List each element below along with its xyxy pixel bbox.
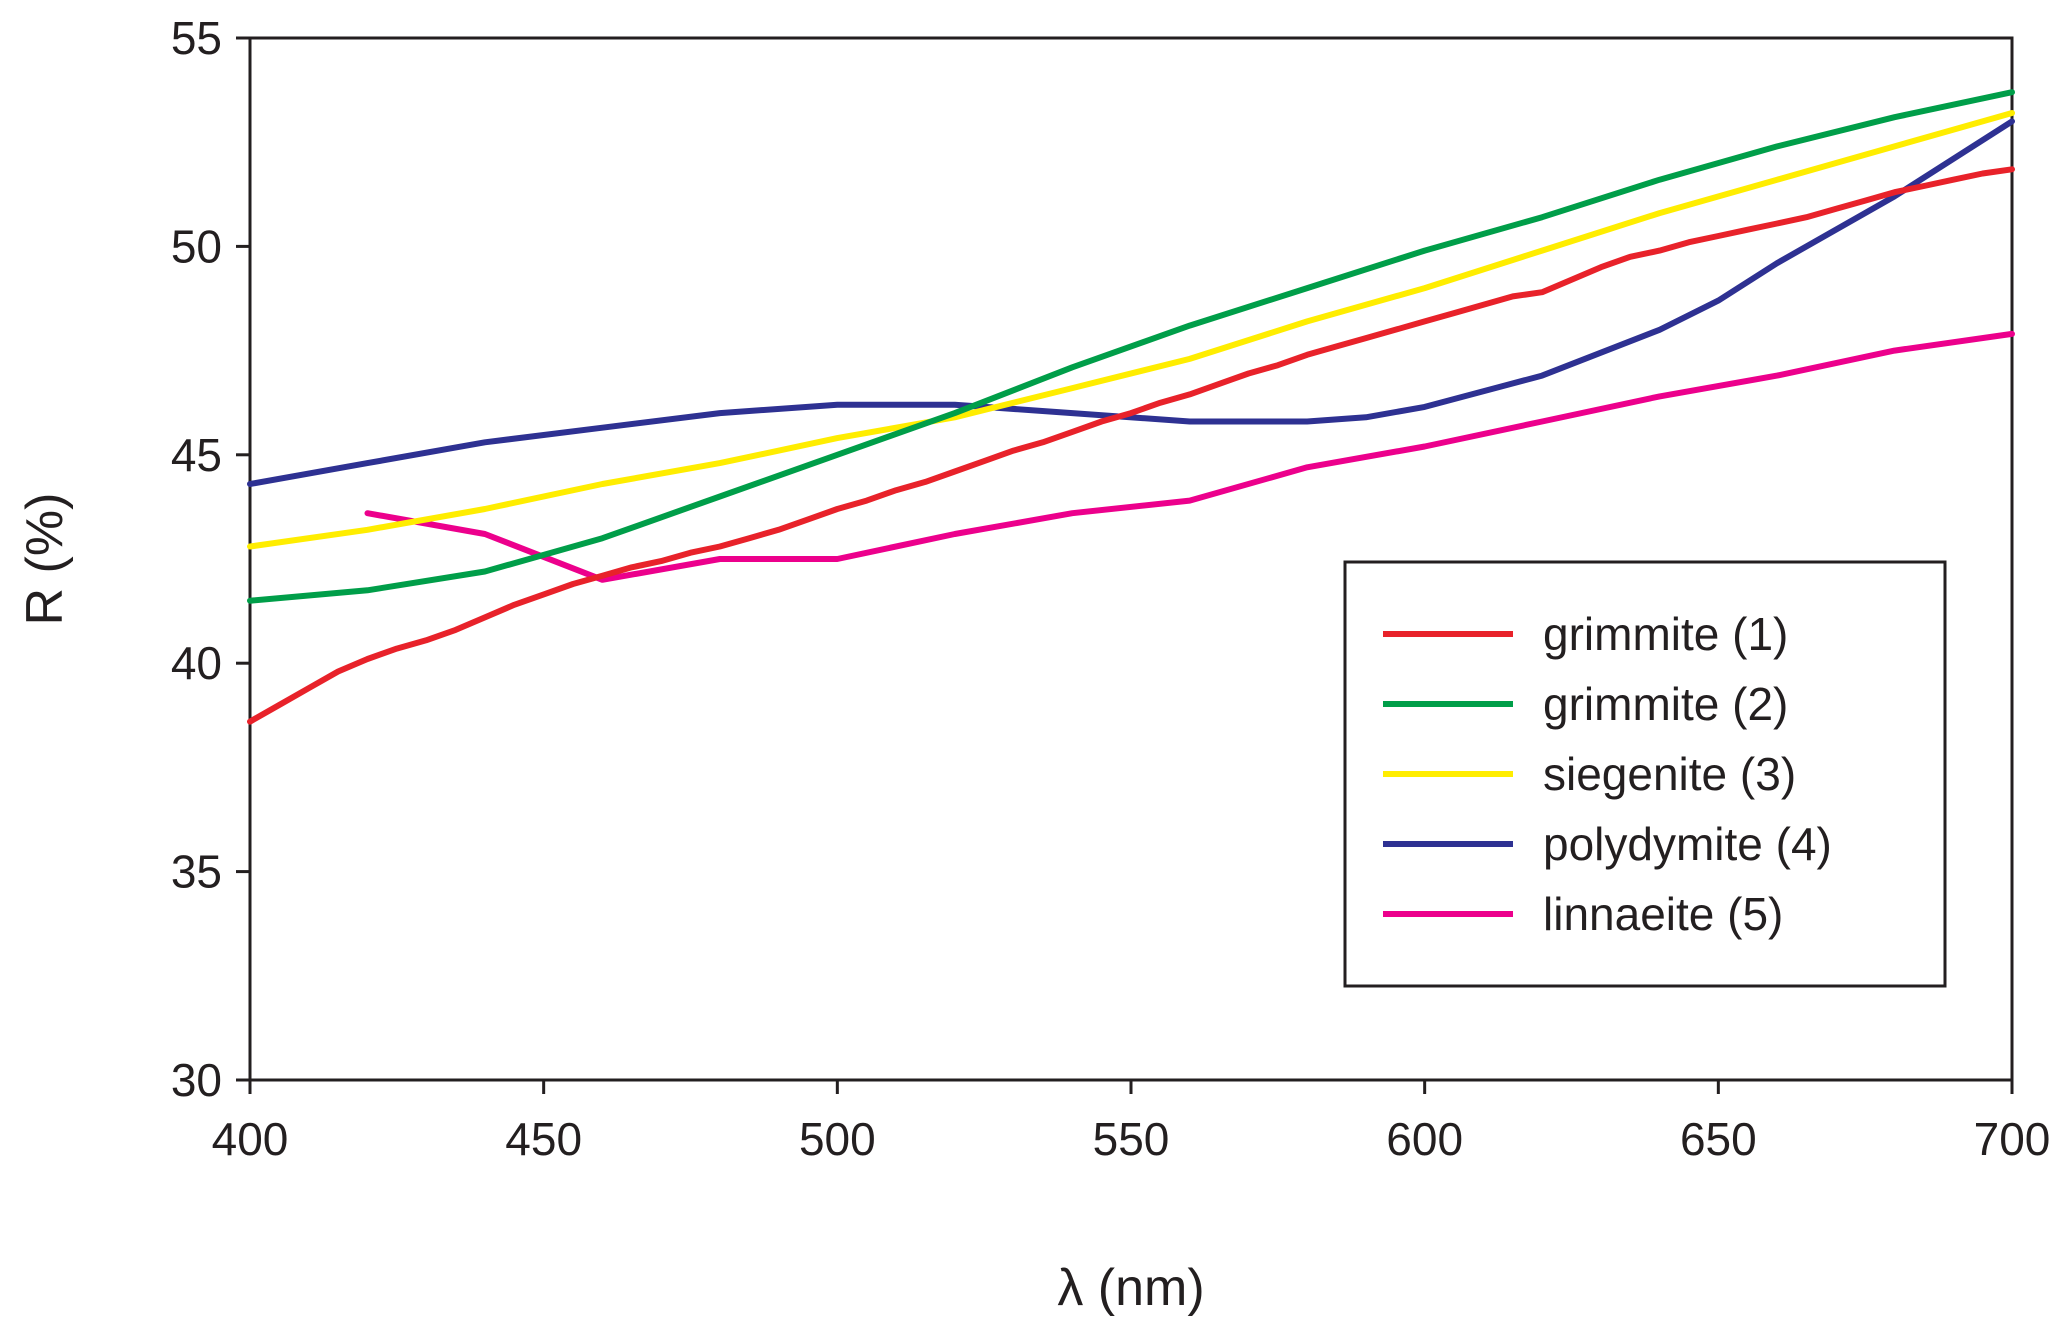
x-tick-label: 450 [505,1113,582,1165]
x-tick-label: 550 [1093,1113,1170,1165]
x-tick-label: 700 [1974,1113,2051,1165]
y-tick-label: 35 [171,846,222,898]
series-line-1 [247,166,2015,725]
x-axis-title: λ (nm) [1057,1259,1204,1317]
legend-label: polydymite (4) [1543,818,1832,870]
y-tick-label: 50 [171,220,222,272]
y-tick-label: 45 [171,429,222,481]
series-line-5 [364,330,2015,583]
legend-label: grimmite (2) [1543,678,1788,730]
y-axis-title: R (%) [16,493,74,626]
y-tick-label: 30 [171,1054,222,1106]
series-line-4 [247,118,2015,487]
series-line-2 [247,89,2015,604]
y-tick-label: 40 [171,637,222,689]
x-tick-label: 600 [1386,1113,1463,1165]
legend: grimmite (1) grimmite (2) siegenite (3) pol… [1343,560,1947,988]
series-lines [247,89,2015,725]
axes: 400 450 500 550 600 650 700 30 35 40 45 50 55 [171,12,2051,1165]
x-tick-label: 400 [212,1113,289,1165]
y-tick-label: 55 [171,12,222,64]
legend-label: linnaeite (5) [1543,888,1783,940]
series-line-3 [247,110,2015,550]
x-tick-label: 500 [799,1113,876,1165]
legend-label: grimmite (1) [1543,608,1788,660]
x-tick-label: 650 [1680,1113,1757,1165]
legend-label: siegenite (3) [1543,748,1796,800]
